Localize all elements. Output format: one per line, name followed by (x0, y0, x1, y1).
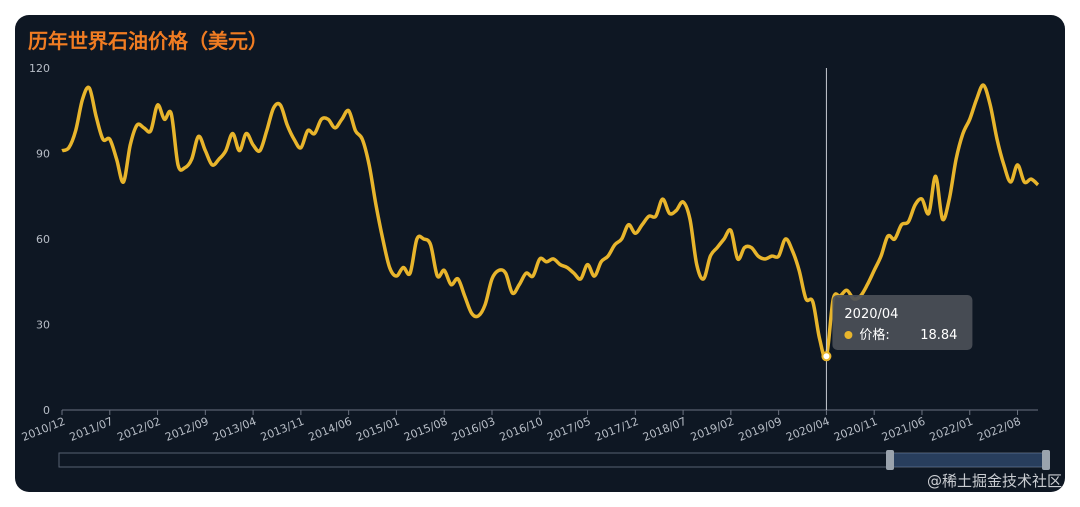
chart-background (15, 15, 1065, 492)
tooltip-marker (844, 331, 853, 339)
zoom-handle[interactable] (886, 450, 894, 470)
y-tick-label: 60 (36, 233, 50, 246)
y-tick-label: 90 (36, 148, 50, 161)
highlight-point (821, 351, 832, 362)
zoom-handle[interactable] (1042, 450, 1050, 470)
data-zoom[interactable] (58, 450, 1050, 470)
tooltip-series-name: 价格: (859, 327, 889, 343)
tooltip-value: 18.84 (920, 328, 957, 343)
y-tick-label: 120 (29, 62, 50, 75)
tooltip: 2020/04 价格: 18.84 (832, 295, 973, 350)
watermark: @稀土掘金技术社区 (927, 472, 1062, 490)
y-tick-label: 30 (36, 319, 50, 332)
chart-title: 历年世界石油价格（美元） (28, 29, 268, 53)
zoom-window[interactable] (890, 453, 1046, 467)
price-line (61, 83, 1040, 360)
tooltip-title: 2020/04 (844, 307, 898, 322)
y-tick-label: 0 (43, 404, 50, 417)
tooltip-box (832, 295, 973, 350)
